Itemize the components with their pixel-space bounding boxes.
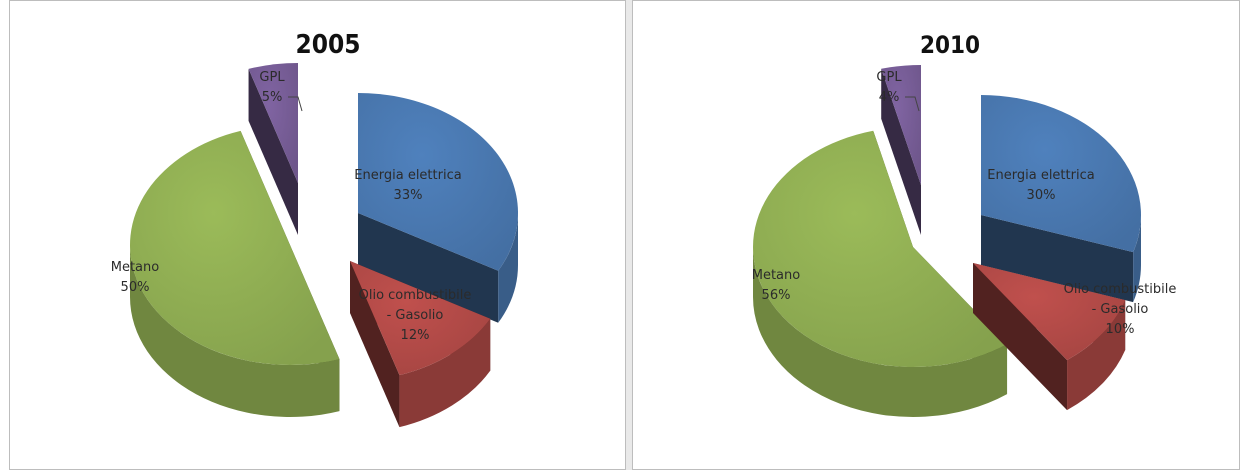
chart-title: 2005 (295, 30, 360, 60)
slice-wall (881, 68, 921, 235)
slice-top (358, 93, 519, 271)
slice-outer-wall (1133, 215, 1141, 303)
data-label-olio-combustibile-gasolio: Olio combustibile - Gasolio 12% (359, 288, 472, 343)
pie-slice-metano (753, 130, 1008, 418)
slice-percent-label: 33% (394, 188, 423, 203)
pie-slice-olio-combustibile-gasolio (350, 261, 491, 428)
slice-outer-wall (130, 245, 340, 417)
slice-percent-label: 12% (401, 328, 430, 343)
slice-name-label: GPL (259, 70, 285, 85)
slice-top (130, 130, 340, 365)
slice-name-label: Metano (111, 260, 160, 275)
slice-outer-wall (399, 318, 491, 428)
pie-chart-2005: 2005 Energia elettrica 33% Olio combustibi… (111, 30, 519, 428)
slice-percent-label: 10% (1106, 322, 1135, 337)
slice-name-label: Metano (752, 268, 801, 283)
data-label-olio-combustibile-gasolio: Olio combustibile - Gasolio 10% (1064, 282, 1177, 337)
slice-percent-label: 30% (1027, 188, 1056, 203)
pie-slice-metano (130, 130, 340, 417)
slice-wall (973, 263, 1068, 411)
slice-percent-label: 5% (262, 90, 283, 105)
pie-slice-energia-elettrica (358, 93, 519, 323)
slice-percent-label: 50% (121, 280, 150, 295)
slice-percent-label: 4% (879, 90, 900, 105)
slice-name-label: Olio combustibile (1064, 282, 1177, 297)
slice-top (350, 261, 491, 376)
leader-line (905, 96, 920, 112)
slice-name-label: - Gasolio (387, 308, 444, 323)
slice-outer-wall (498, 213, 518, 323)
slice-name-label: - Gasolio (1092, 302, 1149, 317)
chart-title: 2010 (920, 31, 980, 59)
slice-name-label: Energia elettrica (354, 168, 461, 183)
slice-outer-wall (1067, 300, 1126, 411)
data-label-gpl: GPL 4% (876, 70, 920, 112)
pie-slice-gpl (248, 63, 298, 235)
data-label-energia-elettrica: Energia elettrica 30% (987, 168, 1094, 203)
panel-divider (626, 0, 632, 470)
slice-name-label: Olio combustibile (359, 288, 472, 303)
slice-name-label: GPL (876, 70, 902, 85)
data-label-energia-elettrica: Energia elettrica 33% (354, 168, 461, 203)
data-label-metano: Metano 50% (111, 260, 160, 295)
slice-top (753, 130, 1008, 367)
slice-top (881, 65, 921, 185)
slice-wall (358, 213, 499, 323)
slice-top (973, 263, 1126, 361)
slice-outer-wall (753, 247, 1008, 418)
pie-slice-gpl (881, 65, 921, 235)
slice-percent-label: 56% (762, 288, 791, 303)
slice-name-label: Energia elettrica (987, 168, 1094, 183)
pie-chart-2010: 2010 Energia elettrica 30% Olio combustibi… (752, 31, 1177, 418)
slice-wall (350, 261, 400, 428)
pie-slice-olio-combustibile-gasolio (973, 263, 1126, 411)
pie-slice-energia-elettrica (981, 95, 1141, 303)
chart-panel-2010: 2010 Energia elettrica 30% Olio combustibi… (632, 0, 1240, 470)
chart-panel-2005: 2005 Energia elettrica 33% Olio combustibi… (9, 0, 626, 470)
leader-line (288, 96, 303, 112)
data-label-gpl: GPL 5% (259, 70, 303, 112)
slice-wall (981, 215, 1134, 303)
slice-top (981, 95, 1141, 253)
slice-top (248, 63, 298, 183)
data-label-metano: Metano 56% (752, 268, 801, 303)
slice-wall (248, 68, 298, 235)
